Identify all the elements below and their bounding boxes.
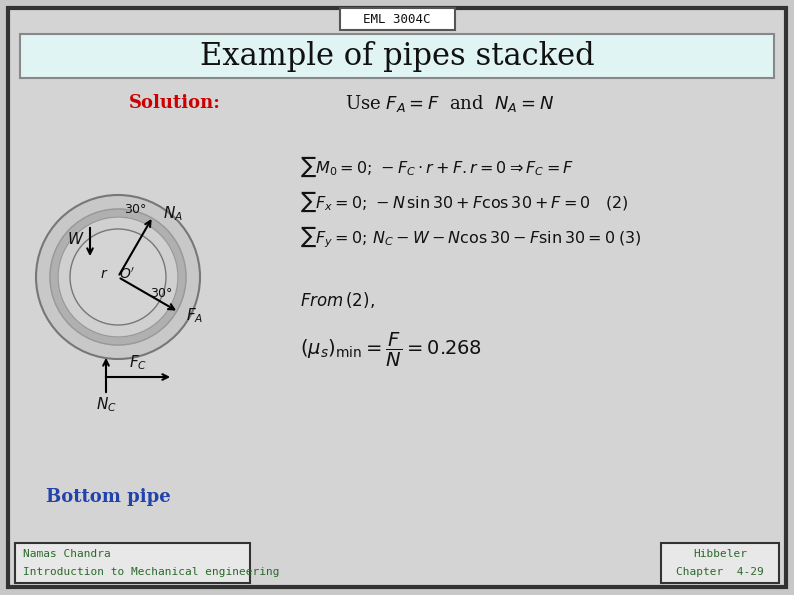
FancyBboxPatch shape (15, 543, 250, 583)
FancyBboxPatch shape (20, 34, 774, 78)
Text: Use $F_A = F$  and  $N_A = N$: Use $F_A = F$ and $N_A = N$ (345, 92, 554, 114)
Text: Hibbeler: Hibbeler (693, 549, 747, 559)
Text: $O'$: $O'$ (119, 267, 135, 281)
Text: Chapter  4-29: Chapter 4-29 (676, 567, 764, 577)
Text: Example of pipes stacked: Example of pipes stacked (199, 40, 595, 71)
Text: Bottom pipe: Bottom pipe (45, 488, 171, 506)
Text: $r$: $r$ (100, 267, 108, 281)
Text: $\sum F_x = 0;\,-N\,\sin 30 + F\cos 30 + F = 0 \quad (2)$: $\sum F_x = 0;\,-N\,\sin 30 + F\cos 30 +… (300, 190, 629, 214)
Text: $F_C$: $F_C$ (129, 353, 147, 372)
Text: $\mathit{From}\,(2),$: $\mathit{From}\,(2),$ (300, 290, 375, 310)
Text: $W$: $W$ (67, 231, 85, 247)
FancyBboxPatch shape (340, 8, 454, 30)
Circle shape (36, 195, 200, 359)
Text: $F_A$: $F_A$ (186, 306, 203, 325)
Text: Introduction to Mechanical engineering: Introduction to Mechanical engineering (23, 567, 279, 577)
Text: $30\degree$: $30\degree$ (151, 287, 174, 299)
Text: $N_A$: $N_A$ (163, 204, 183, 223)
Text: $\left(\mu_s\right)_{\mathrm{min}} = \dfrac{F}{N} = 0.268$: $\left(\mu_s\right)_{\mathrm{min}} = \df… (300, 331, 482, 369)
Circle shape (58, 217, 178, 337)
Text: Namas Chandra: Namas Chandra (23, 549, 110, 559)
Text: $N_C$: $N_C$ (95, 396, 117, 414)
FancyBboxPatch shape (661, 543, 779, 583)
FancyBboxPatch shape (8, 8, 786, 587)
Text: EML 3004C: EML 3004C (363, 12, 431, 26)
Text: $30\degree$: $30\degree$ (125, 202, 148, 215)
Text: Solution:: Solution: (129, 94, 221, 112)
Text: $\sum M_0 = 0;\,-F_C \cdot r + F.r = 0 \Rightarrow F_C = F$: $\sum M_0 = 0;\,-F_C \cdot r + F.r = 0 \… (300, 155, 574, 179)
Circle shape (70, 229, 166, 325)
Text: $\sum F_y = 0;\,N_C - W - N\cos 30 - F\sin 30 = 0\;(3)$: $\sum F_y = 0;\,N_C - W - N\cos 30 - F\s… (300, 224, 642, 250)
Circle shape (50, 209, 186, 345)
